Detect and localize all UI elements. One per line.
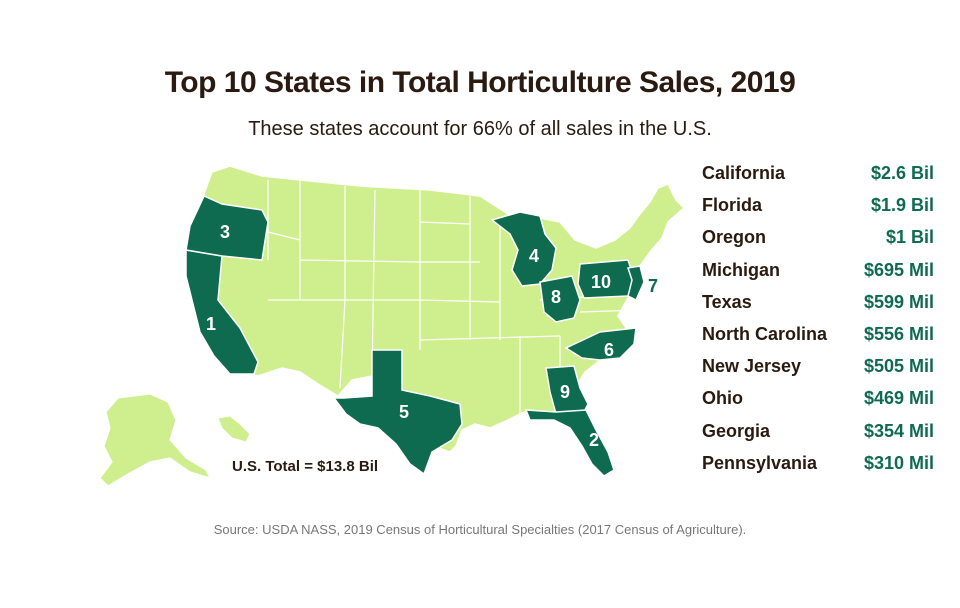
state-florida xyxy=(524,409,615,477)
list-item: California $2.6 Bil xyxy=(702,160,934,192)
state-name: Pennsylvania xyxy=(702,452,818,473)
map-subtitle: These states account for 66% of all sale… xyxy=(248,118,712,140)
state-value: $695 Mil xyxy=(863,259,934,280)
list-item: New Jersey $505 Mil xyxy=(702,353,934,385)
rank-label-florida: 2 xyxy=(589,430,599,450)
list-item: North Carolina $556 Mil xyxy=(702,321,934,353)
state-value: $505 Mil xyxy=(863,356,934,377)
list-item: Ohio $469 Mil xyxy=(702,385,934,417)
state-oregon xyxy=(185,195,269,261)
state-value: $2.6 Bil xyxy=(870,163,934,183)
rank-label-georgia: 9 xyxy=(560,382,570,402)
state-name: Georgia xyxy=(702,420,771,441)
rank-label-ohio: 8 xyxy=(551,287,561,307)
state-value: $310 Mil xyxy=(863,452,934,473)
list-item: Michigan $695 Mil xyxy=(702,257,934,289)
state-value: $1.9 Bil xyxy=(870,195,934,216)
rank-label-california: 1 xyxy=(206,314,216,334)
rank-label-texas: 5 xyxy=(399,402,409,422)
state-name: New Jersey xyxy=(702,356,802,377)
state-value: $354 Mil xyxy=(863,420,934,441)
state-name: California xyxy=(702,163,786,183)
state-name: Ohio xyxy=(702,388,743,409)
state-name: North Carolina xyxy=(702,323,828,344)
state-name: Oregon xyxy=(702,227,767,248)
state-michigan xyxy=(490,211,557,287)
rank-label-michigan: 4 xyxy=(529,246,539,266)
state-ranking-list: California $2.6 Bil Florida $1.9 Bil Ore… xyxy=(702,160,934,482)
state-name: Michigan xyxy=(702,259,781,280)
state-value: $556 Mil xyxy=(863,323,934,344)
list-item: Oregon $1 Bil xyxy=(702,224,934,256)
rank-label-north-carolina: 6 xyxy=(604,340,614,360)
state-name: Florida xyxy=(702,195,763,216)
state-ohio xyxy=(539,275,581,323)
state-value: $469 Mil xyxy=(863,388,934,409)
hawaii-shape xyxy=(217,415,251,443)
top10-states xyxy=(185,195,645,477)
state-georgia xyxy=(545,365,589,415)
map-title: Top 10 States in Total Horticulture Sale… xyxy=(164,66,796,99)
state-new-jersey xyxy=(627,265,645,302)
list-item: Florida $1.9 Bil xyxy=(702,192,934,224)
us-total-label: U.S. Total = $13.8 Bil xyxy=(232,458,379,475)
list-item: Georgia $354 Mil xyxy=(702,418,934,450)
list-item: Pennsylvania $310 Mil xyxy=(702,450,934,482)
rank-label-pennsylvania: 10 xyxy=(591,272,611,292)
state-name: Texas xyxy=(702,291,752,312)
state-north-carolina xyxy=(564,327,637,361)
list-item: Texas $599 Mil xyxy=(702,289,934,321)
source-note: Source: USDA NASS, 2019 Census of Hortic… xyxy=(213,522,747,537)
rank-label-new-jersey: 7 xyxy=(648,276,658,296)
state-value: $1 Bil xyxy=(885,227,934,248)
alaska-shape xyxy=(99,393,212,487)
state-value: $599 Mil xyxy=(863,291,934,312)
state-california xyxy=(185,249,259,375)
rank-label-oregon: 3 xyxy=(220,222,230,242)
state-texas xyxy=(332,349,463,476)
